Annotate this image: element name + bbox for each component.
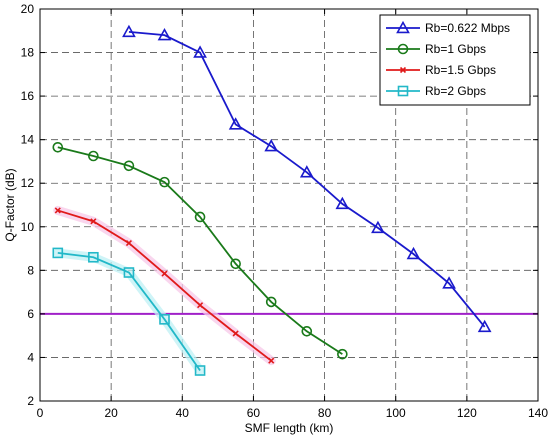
x-tick-label: 100 (386, 406, 406, 420)
series-3 (53, 205, 276, 366)
data-point (335, 196, 350, 210)
y-tick-label: 20 (21, 2, 35, 16)
y-tick-label: 16 (21, 89, 35, 103)
series-line (57, 252, 201, 372)
tick-layer: 0 20 40 60 80 100 120 140 2 4 6 8 10 12 14 16 18 20 (21, 2, 549, 420)
x-tick-label: 20 (104, 406, 118, 420)
data-point (442, 276, 456, 289)
legend-label: Rb=0.622 Mbps (425, 21, 510, 35)
data-point (477, 319, 492, 333)
data-point (193, 45, 207, 58)
data-point (157, 27, 172, 41)
y-tick-label: 10 (21, 220, 35, 234)
y-tick-label: 8 (27, 263, 34, 277)
y-tick-label: 12 (21, 176, 35, 190)
plot-frame (39, 8, 539, 402)
legend-marker (397, 85, 409, 97)
y-axis-label: Q-Factor (dB) (3, 168, 17, 241)
data-point (161, 270, 168, 277)
legend-marker (396, 20, 410, 34)
legend-entry: Rb=2 Gbps (386, 84, 486, 98)
legend-entry: Rb=1.5 Gbps (386, 63, 496, 77)
legend-label: Rb=1.5 Gbps (425, 63, 496, 77)
x-tick-label: 60 (247, 406, 261, 420)
marker-stroke (90, 218, 97, 225)
data-point (122, 24, 136, 38)
data-point (194, 211, 206, 223)
data-point (125, 240, 132, 247)
legend-marker (397, 43, 409, 55)
legend: Rb=0.622 Mbps Rb=1 Gbps Rb=1.5 Gbps Rb=2 Gb… (379, 14, 531, 106)
data-point (264, 139, 279, 152)
data-point (54, 207, 61, 214)
legend-label: Rb=1 Gbps (425, 42, 486, 56)
marker-stroke (197, 302, 204, 309)
x-tick-label: 80 (318, 406, 332, 420)
series-line (57, 146, 343, 355)
data-point (299, 165, 314, 178)
marker-stroke (161, 270, 168, 277)
series-2 (52, 141, 348, 360)
legend-box (379, 14, 531, 106)
legend-entry: Rb=0.622 Mbps (386, 20, 510, 35)
data-point (52, 247, 64, 259)
data-point (88, 251, 99, 263)
data-point (159, 176, 170, 188)
legend-label: Rb=2 Gbps (425, 84, 486, 98)
data-point (265, 296, 277, 308)
legend-entry: Rb=1 Gbps (386, 42, 486, 56)
x-tick-label: 120 (457, 406, 477, 420)
data-point (197, 302, 204, 309)
data-point (406, 246, 421, 260)
legend-marker (399, 66, 407, 74)
data-point (52, 141, 64, 153)
series-layer (40, 24, 538, 376)
data-point (337, 348, 348, 360)
x-tick-label: 40 (176, 406, 190, 420)
x-tick-label: 140 (528, 406, 548, 420)
y-tick-label: 18 (21, 46, 35, 60)
data-point (301, 326, 313, 337)
data-point (371, 220, 385, 234)
x-axis-label: SMF length (km) (245, 421, 334, 435)
marker-stroke (232, 330, 239, 337)
series-4 (52, 247, 206, 376)
marker-stroke (54, 207, 61, 214)
data-point (230, 258, 241, 270)
y-tick-label: 4 (27, 350, 34, 364)
y-tick-label: 6 (27, 307, 34, 321)
data-point (88, 150, 99, 162)
data-point (90, 218, 97, 225)
data-point (123, 267, 135, 278)
x-tick-label: 0 (37, 406, 44, 420)
marker-stroke (399, 66, 407, 74)
data-point (268, 357, 275, 364)
data-point (228, 117, 243, 130)
marker-stroke (125, 240, 132, 247)
marker-stroke (268, 357, 275, 364)
y-tick-label: 2 (27, 394, 34, 408)
data-point (232, 330, 239, 337)
data-point (194, 365, 206, 376)
data-point (123, 160, 135, 172)
series-line (128, 30, 486, 328)
series-1 (122, 24, 492, 333)
y-tick-label: 14 (21, 133, 35, 147)
data-point (159, 314, 170, 325)
